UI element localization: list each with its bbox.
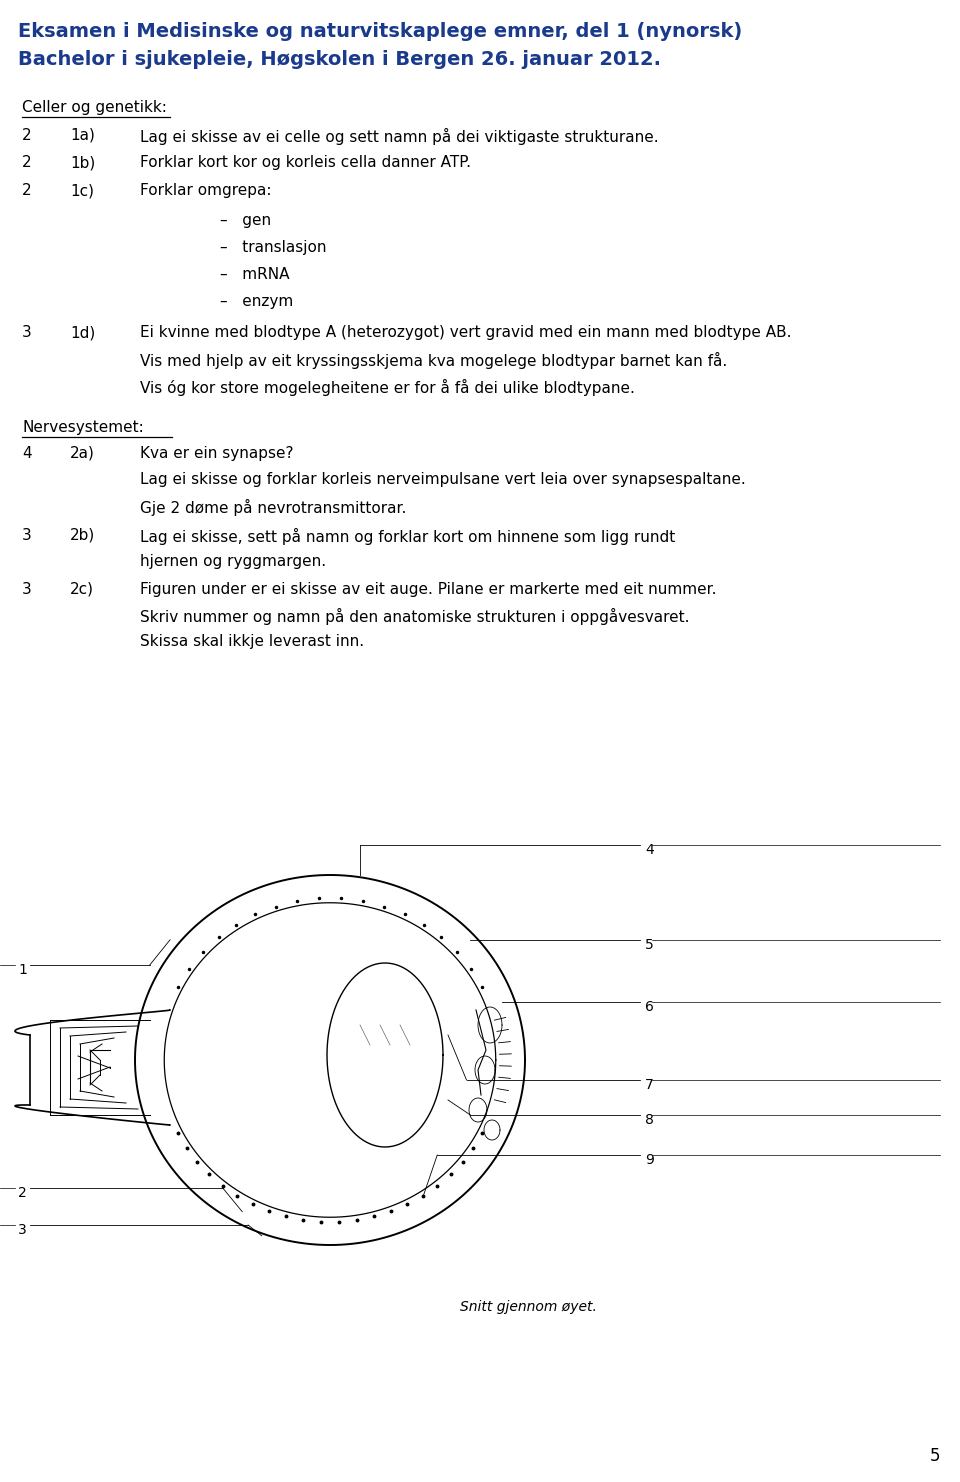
Text: 1d): 1d) bbox=[70, 325, 95, 339]
Text: 3: 3 bbox=[22, 528, 32, 542]
Text: Snitt gjennom øyet.: Snitt gjennom øyet. bbox=[460, 1300, 597, 1315]
Text: Lag ei skisse av ei celle og sett namn på dei viktigaste strukturane.: Lag ei skisse av ei celle og sett namn p… bbox=[140, 127, 659, 145]
Text: Ei kvinne med blodtype A (heterozygot) vert gravid med ein mann med blodtype AB.: Ei kvinne med blodtype A (heterozygot) v… bbox=[140, 325, 791, 339]
Text: 4: 4 bbox=[645, 843, 654, 857]
Text: –   mRNA: – mRNA bbox=[220, 267, 290, 282]
Text: 6: 6 bbox=[645, 1000, 654, 1014]
Text: 8: 8 bbox=[645, 1113, 654, 1126]
Text: 9: 9 bbox=[645, 1153, 654, 1166]
Text: 1a): 1a) bbox=[70, 127, 95, 142]
Text: 3: 3 bbox=[22, 325, 32, 339]
Text: 2c): 2c) bbox=[70, 582, 94, 597]
Text: 1b): 1b) bbox=[70, 156, 95, 170]
Text: Figuren under er ei skisse av eit auge. Pilane er markerte med eit nummer.: Figuren under er ei skisse av eit auge. … bbox=[140, 582, 716, 597]
Text: 2: 2 bbox=[18, 1186, 27, 1200]
Text: 3: 3 bbox=[18, 1223, 27, 1237]
Text: Forklar kort kor og korleis cella danner ATP.: Forklar kort kor og korleis cella danner… bbox=[140, 156, 471, 170]
Text: –   gen: – gen bbox=[220, 213, 271, 228]
Text: Eksamen i Medisinske og naturvitskaplege emner, del 1 (nynorsk): Eksamen i Medisinske og naturvitskaplege… bbox=[18, 22, 742, 41]
Text: 4: 4 bbox=[22, 446, 32, 461]
Text: 2: 2 bbox=[22, 156, 32, 170]
Text: Forklar omgrepa:: Forklar omgrepa: bbox=[140, 182, 272, 199]
Text: 1c): 1c) bbox=[70, 182, 94, 199]
Text: Vis óg kor store mogelegheitene er for å få dei ulike blodtypane.: Vis óg kor store mogelegheitene er for å… bbox=[140, 379, 635, 396]
Text: 5: 5 bbox=[929, 1446, 940, 1466]
Text: 2: 2 bbox=[22, 182, 32, 199]
Text: Nervesystemet:: Nervesystemet: bbox=[22, 419, 144, 436]
Text: Celler og genetikk:: Celler og genetikk: bbox=[22, 99, 167, 116]
Text: –   translasjon: – translasjon bbox=[220, 240, 326, 255]
Text: 7: 7 bbox=[645, 1077, 654, 1092]
Text: 3: 3 bbox=[22, 582, 32, 597]
Text: Bachelor i sjukepleie, Høgskolen i Bergen 26. januar 2012.: Bachelor i sjukepleie, Høgskolen i Berge… bbox=[18, 50, 661, 70]
Text: Skissa skal ikkje leverast inn.: Skissa skal ikkje leverast inn. bbox=[140, 634, 364, 649]
Text: 1: 1 bbox=[18, 963, 27, 977]
Text: 2a): 2a) bbox=[70, 446, 95, 461]
Text: –   enzym: – enzym bbox=[220, 293, 293, 310]
Text: Lag ei skisse, sett på namn og forklar kort om hinnene som ligg rundt: Lag ei skisse, sett på namn og forklar k… bbox=[140, 528, 675, 545]
Text: Gje 2 døme på nevrotransmittorar.: Gje 2 døme på nevrotransmittorar. bbox=[140, 499, 406, 516]
Text: 5: 5 bbox=[645, 938, 654, 951]
Text: hjernen og ryggmargen.: hjernen og ryggmargen. bbox=[140, 554, 326, 569]
Text: Vis med hjelp av eit kryssingsskjema kva mogelege blodtypar barnet kan få.: Vis med hjelp av eit kryssingsskjema kva… bbox=[140, 353, 728, 369]
Text: Skriv nummer og namn på den anatomiske strukturen i oppgåvesvaret.: Skriv nummer og namn på den anatomiske s… bbox=[140, 608, 689, 625]
Text: 2: 2 bbox=[22, 127, 32, 142]
Text: 2b): 2b) bbox=[70, 528, 95, 542]
Text: Kva er ein synapse?: Kva er ein synapse? bbox=[140, 446, 294, 461]
Text: Lag ei skisse og forklar korleis nerveimpulsane vert leia over synapsespaltane.: Lag ei skisse og forklar korleis nerveim… bbox=[140, 471, 746, 488]
